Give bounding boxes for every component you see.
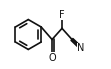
- Text: F: F: [59, 10, 65, 20]
- Text: N: N: [77, 43, 85, 53]
- Text: O: O: [48, 53, 56, 63]
